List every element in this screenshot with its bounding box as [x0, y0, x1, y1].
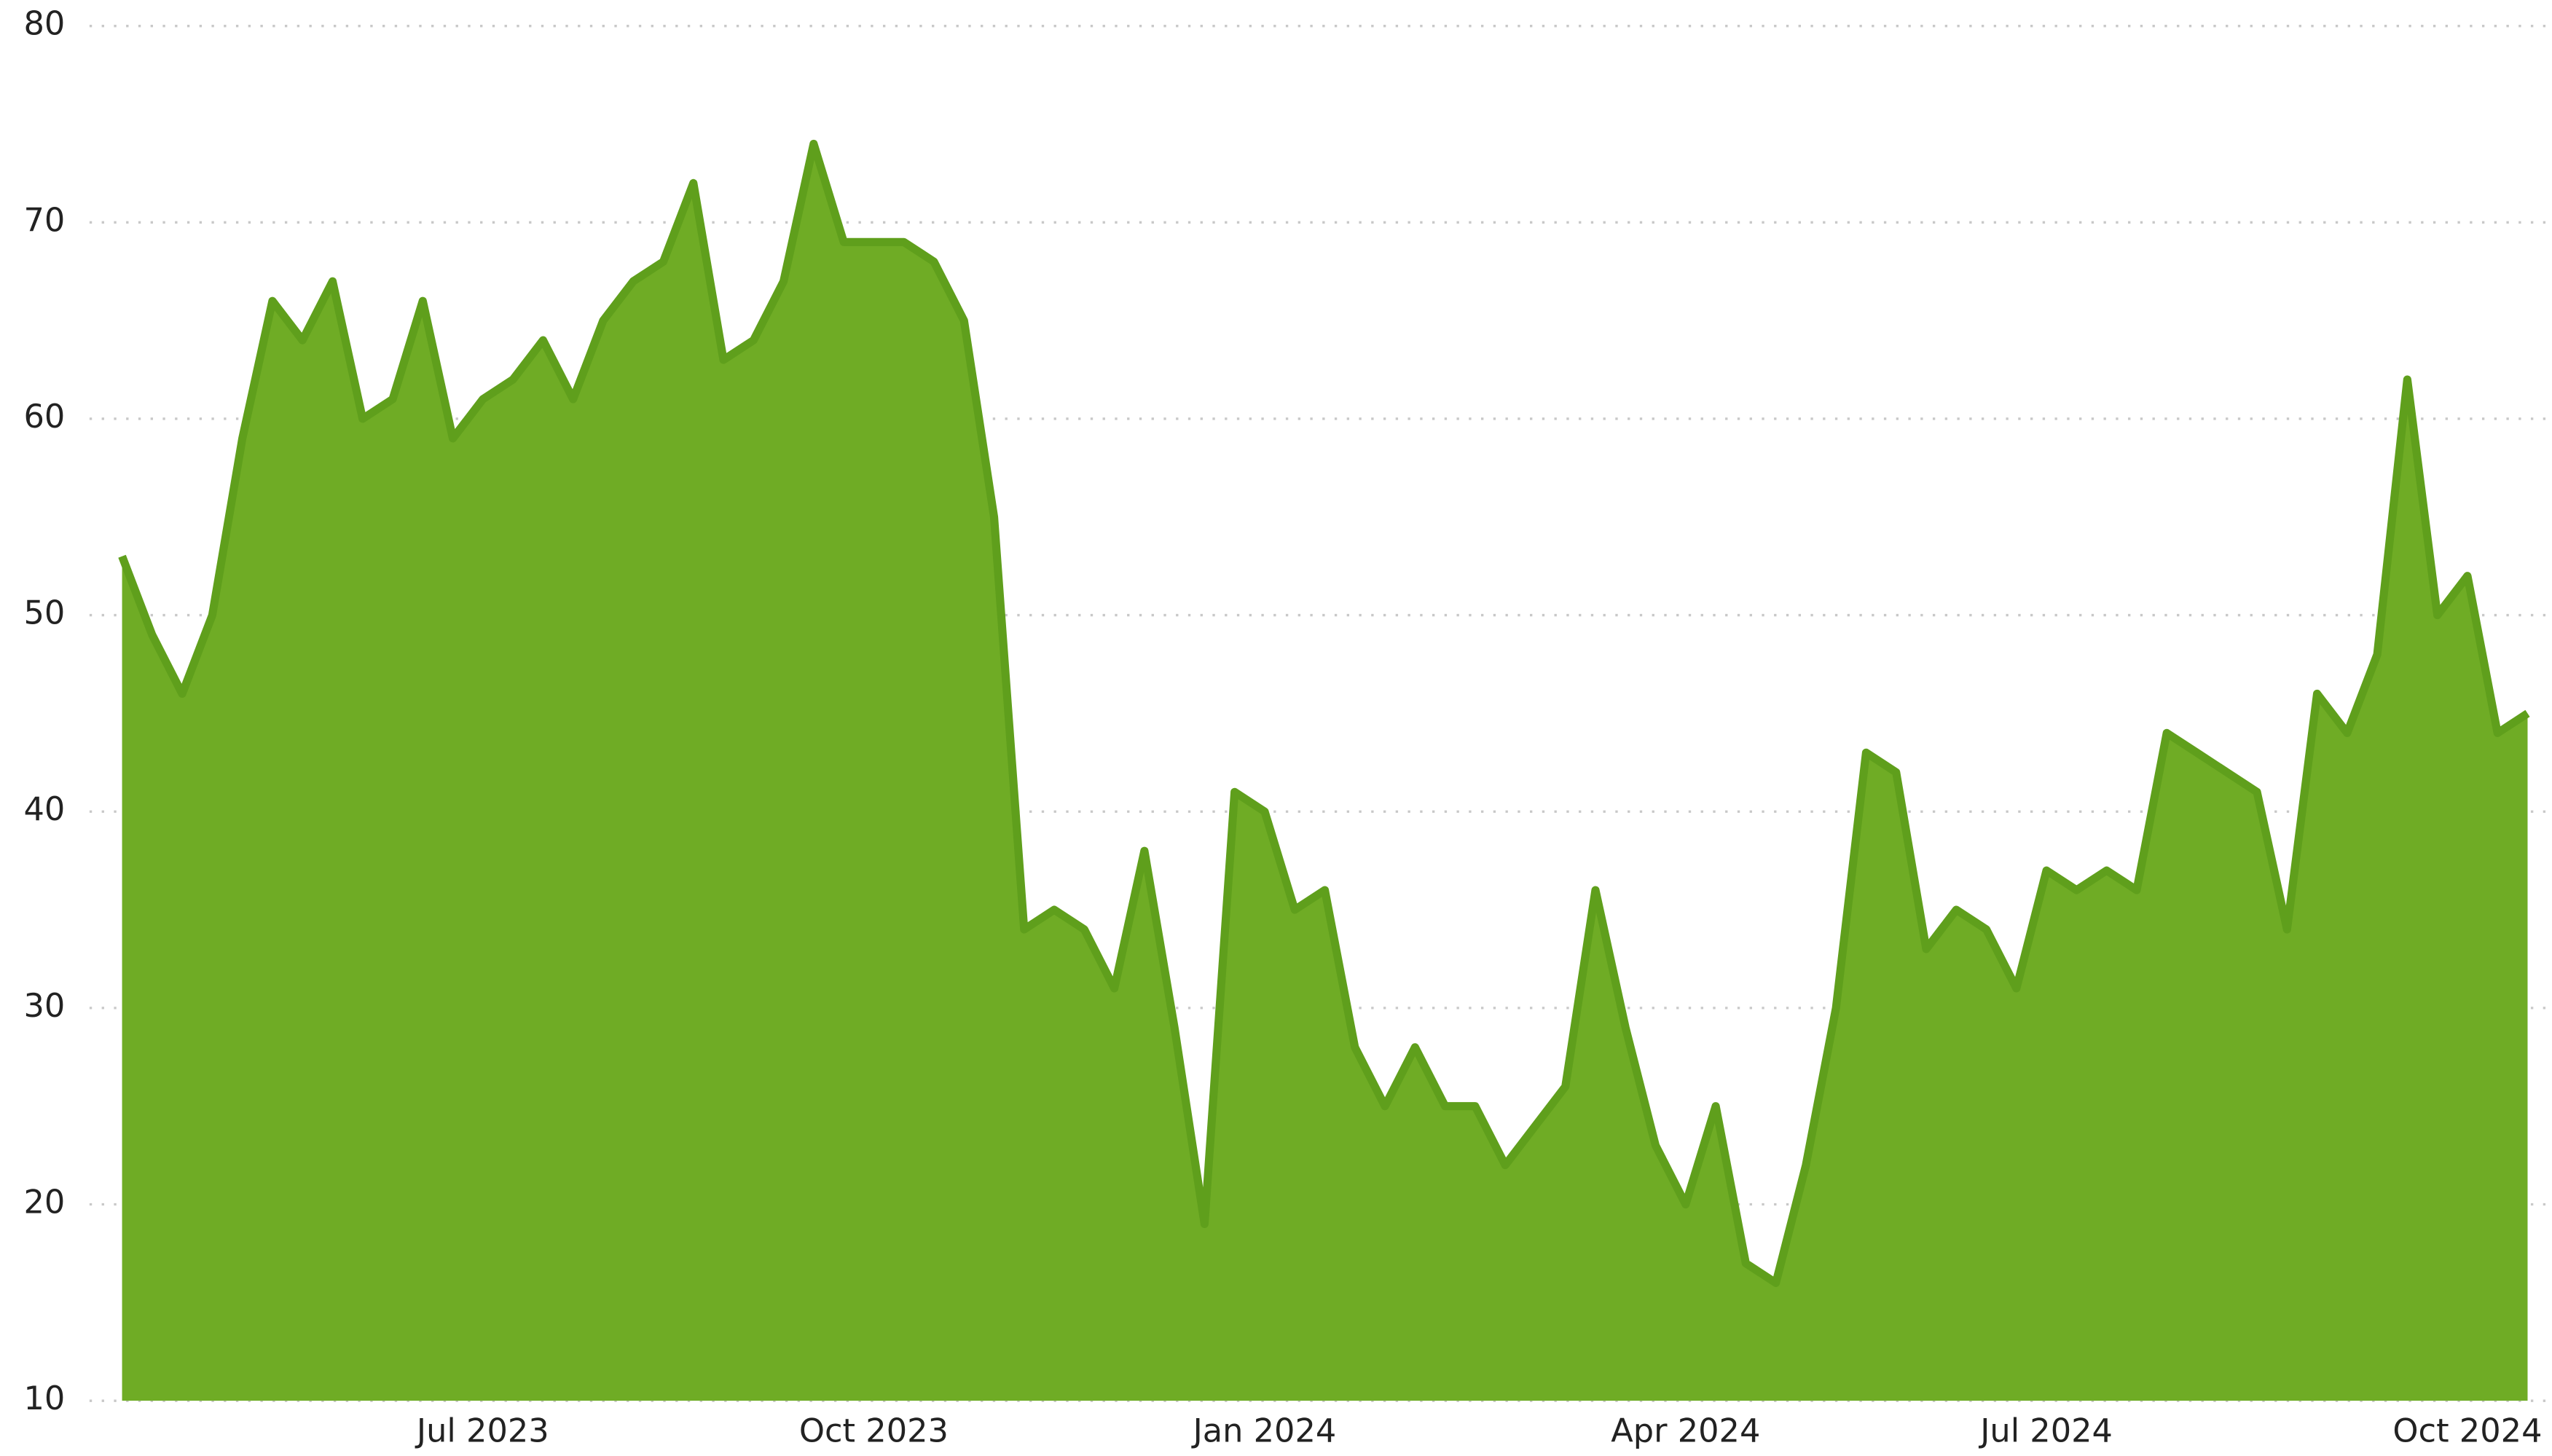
line [118, 139, 2530, 1287]
x-tick-label: Apr 2024 [1611, 1412, 1760, 1450]
x-tick-label: Jul 2023 [415, 1412, 549, 1450]
y-tick-label: 20 [24, 1184, 66, 1221]
y-tick-label: 60 [24, 398, 66, 436]
x-tick-label: Jul 2024 [1978, 1412, 2113, 1450]
x-tick-label: Oct 2024 [2392, 1412, 2542, 1450]
y-tick-label: 80 [24, 5, 66, 43]
y-tick-label: 50 [24, 594, 66, 632]
y-tick-label: 10 [24, 1380, 66, 1417]
y-tick-label: 30 [24, 987, 66, 1025]
y-tick-label: 70 [24, 201, 66, 239]
x-tick-label: Jan 2024 [1191, 1412, 1337, 1450]
area [122, 143, 2528, 1401]
x-tick-label: Oct 2023 [799, 1412, 949, 1450]
y-tick-label: 40 [24, 790, 66, 828]
